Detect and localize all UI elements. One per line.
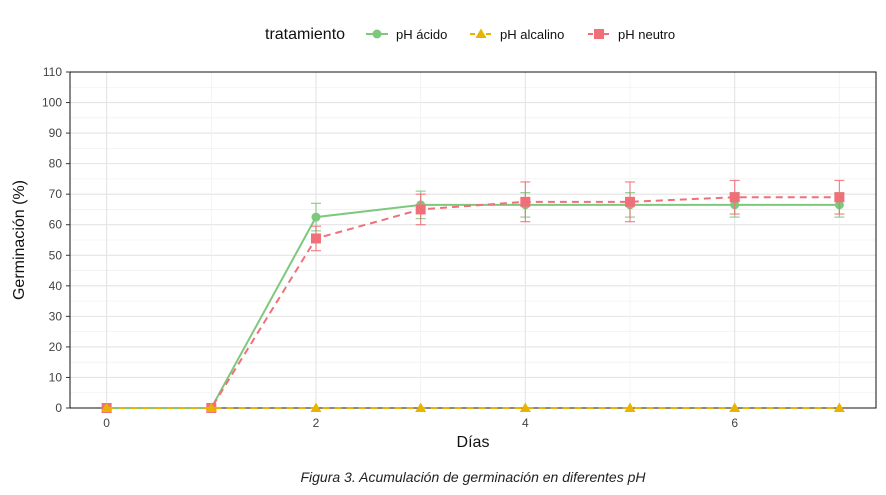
- y-tick-label: 100: [42, 96, 62, 110]
- y-tick-label: 60: [49, 218, 63, 232]
- legend: tratamiento pH ácido pH alcalino pH neutro: [265, 26, 675, 43]
- y-tick-label: 10: [49, 370, 63, 384]
- legend-swatch-marker: [372, 29, 382, 39]
- y-tick-label: 80: [49, 157, 63, 171]
- data-point: [519, 402, 531, 412]
- y-tick-label: 90: [49, 126, 63, 140]
- series-layer: [101, 179, 845, 413]
- legend-label: pH alcalino: [500, 27, 564, 42]
- series-line: [106, 196, 840, 409]
- series-ph-alcalino: [101, 402, 845, 412]
- legend-swatch-marker: [594, 29, 604, 39]
- legend-title: tratamiento: [265, 26, 345, 43]
- legend-label: pH ácido: [396, 27, 447, 42]
- data-point: [729, 192, 740, 203]
- legend-swatch-marker: [475, 28, 487, 38]
- data-point: [833, 402, 845, 412]
- y-axis-title: Germinación (%): [11, 180, 28, 300]
- y-tick-label: 40: [49, 279, 63, 293]
- x-tick-label: 4: [522, 416, 529, 430]
- x-tick-label: 0: [103, 416, 110, 430]
- data-point: [834, 192, 845, 203]
- data-point: [101, 402, 113, 412]
- data-point: [311, 212, 321, 222]
- data-point: [415, 204, 426, 215]
- y-tick-label: 110: [43, 65, 62, 79]
- data-point: [205, 402, 217, 412]
- legend-item: pH neutro: [588, 27, 675, 42]
- grid: [70, 71, 876, 409]
- data-point: [729, 402, 741, 412]
- x-axis-title: Días: [457, 434, 490, 451]
- data-point: [310, 402, 322, 412]
- y-tick-label: 70: [49, 187, 63, 201]
- figure-caption: Figura 3. Acumulación de germinación en …: [300, 469, 646, 485]
- data-point: [310, 233, 321, 244]
- data-point: [624, 402, 636, 412]
- x-tick-label: 6: [731, 416, 738, 430]
- y-tick-label: 50: [49, 248, 63, 262]
- data-point: [625, 196, 636, 207]
- series-line: [106, 203, 840, 409]
- y-tick-label: 0: [55, 401, 62, 415]
- legend-item: pH ácido: [366, 27, 447, 42]
- legend-item: pH alcalino: [470, 27, 564, 42]
- series-ph-neutro: [101, 179, 845, 413]
- y-tick-label: 20: [49, 340, 63, 354]
- y-tick-label: 30: [49, 309, 63, 323]
- x-tick-label: 2: [313, 416, 320, 430]
- data-point: [415, 402, 427, 412]
- legend-label: pH neutro: [618, 27, 675, 42]
- data-point: [520, 196, 531, 207]
- y-axis: 0 10 20 30 40 50 60 70 80 90 100 110: [42, 65, 70, 415]
- legend-items: pH ácido pH alcalino pH neutro: [366, 27, 675, 42]
